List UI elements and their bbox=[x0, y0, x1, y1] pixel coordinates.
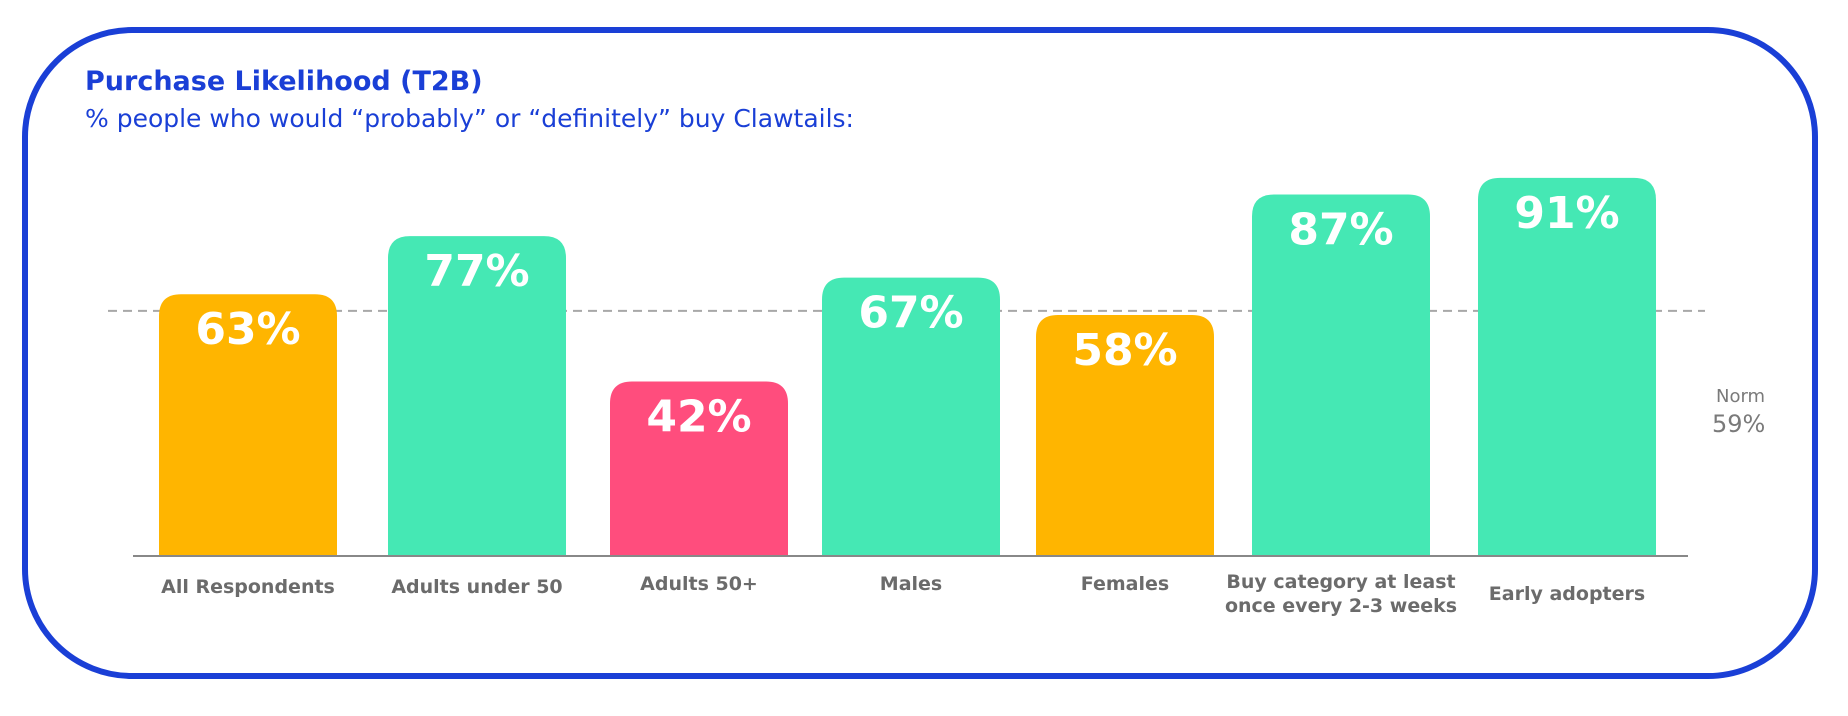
category-label: Females bbox=[1081, 573, 1169, 595]
category-label: All Respondents bbox=[161, 576, 335, 598]
bar-0 bbox=[159, 294, 337, 556]
bar-value-label: 67% bbox=[858, 288, 963, 339]
bar-value-label: 63% bbox=[195, 304, 300, 355]
bar-value-label: 42% bbox=[646, 391, 751, 442]
norm-label: Norm bbox=[1716, 386, 1765, 407]
chart-title: Purchase Likelihood (T2B) bbox=[85, 66, 483, 97]
category-label: Adults 50+ bbox=[640, 573, 758, 595]
bar-2 bbox=[610, 381, 788, 556]
bar-5 bbox=[1252, 194, 1430, 556]
chart-subtitle: % people who would “probably” or “defini… bbox=[85, 104, 854, 133]
bar-value-label: 91% bbox=[1514, 188, 1619, 239]
category-label: Buy category at least once every 2-3 week… bbox=[1225, 571, 1457, 617]
bar-value-label: 58% bbox=[1072, 325, 1177, 376]
bar-value-label: 87% bbox=[1288, 205, 1393, 256]
bar-value-label: 77% bbox=[424, 246, 529, 297]
bar-4 bbox=[1036, 315, 1214, 556]
bar-6 bbox=[1478, 177, 1656, 556]
norm-value-label: 59% bbox=[1712, 410, 1765, 438]
category-label: Adults under 50 bbox=[391, 576, 562, 598]
bar-1 bbox=[388, 236, 566, 556]
category-label: Early adopters bbox=[1489, 583, 1645, 605]
category-label: Males bbox=[880, 573, 942, 595]
bar-3 bbox=[822, 277, 1000, 556]
